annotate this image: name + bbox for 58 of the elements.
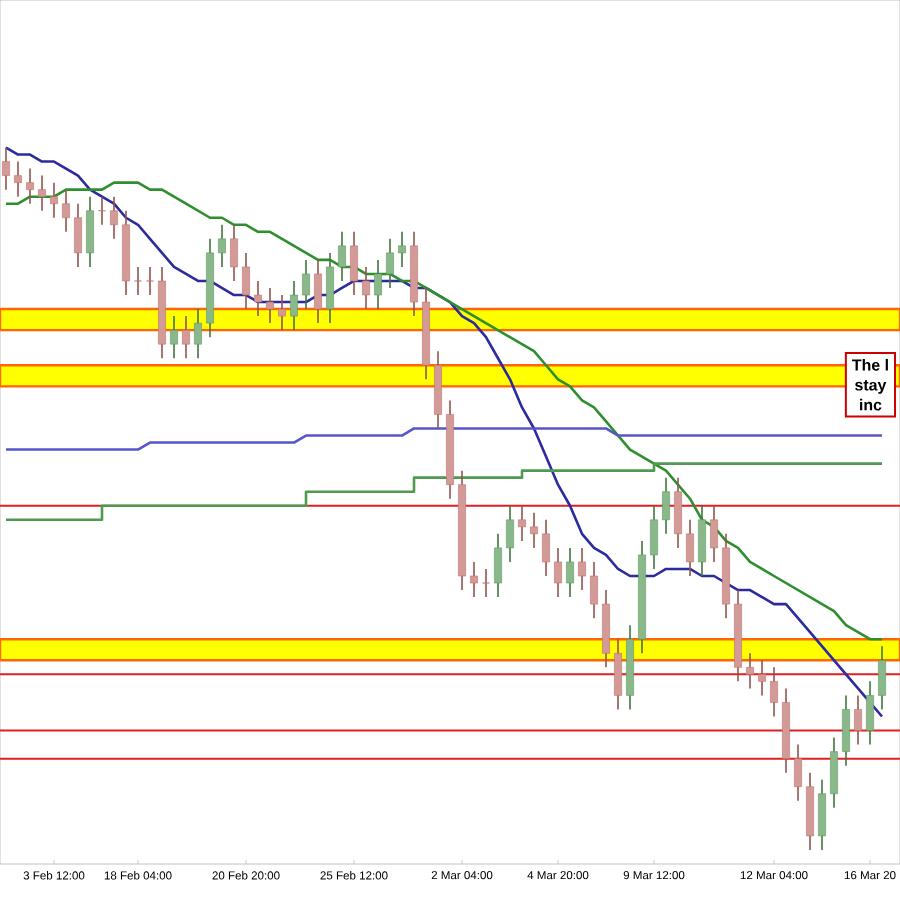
candlestick — [590, 561, 598, 619]
candlestick — [554, 547, 562, 598]
candlestick — [278, 294, 286, 331]
candlestick — [686, 519, 694, 577]
candlestick — [398, 231, 406, 268]
candlestick — [506, 504, 514, 563]
candlestick — [326, 252, 334, 324]
candlestick — [2, 146, 10, 191]
candlestick — [878, 645, 886, 711]
candlestick — [578, 547, 586, 591]
candlestick — [710, 504, 718, 563]
candlestick — [794, 743, 802, 802]
candlestick — [614, 638, 622, 711]
candlestick — [38, 174, 46, 212]
candlestick — [830, 736, 838, 809]
candlestick — [134, 266, 142, 296]
candlestick — [350, 231, 358, 296]
candlestick — [26, 167, 34, 205]
candlestick — [518, 504, 526, 542]
candlestick — [854, 694, 862, 746]
candlestick — [290, 280, 298, 331]
candlestick — [14, 160, 22, 198]
candlestick — [362, 266, 370, 310]
candlestick — [386, 238, 394, 289]
candlestick — [494, 533, 502, 598]
candlestick — [482, 568, 490, 598]
candlestick — [254, 280, 262, 317]
candlestick — [662, 476, 670, 535]
candlestick — [818, 778, 826, 851]
candlestick — [86, 195, 94, 268]
candlestick — [50, 181, 58, 219]
candlestick — [230, 223, 238, 282]
candlestick — [542, 519, 550, 577]
candlestick — [698, 504, 706, 577]
candlestick — [266, 287, 274, 324]
candlestick — [746, 652, 754, 690]
candlestick — [866, 680, 874, 746]
candlestick — [566, 547, 574, 598]
candlestick — [530, 511, 538, 549]
candlestick — [314, 259, 322, 324]
candlestick — [770, 666, 778, 718]
candlestick — [758, 659, 766, 697]
candlestick — [170, 315, 178, 360]
candlestick — [218, 223, 226, 268]
candlestick — [374, 259, 382, 310]
candlestick — [302, 259, 310, 310]
candlestick — [62, 188, 70, 233]
candlestick — [110, 195, 118, 240]
candlestick — [338, 231, 346, 282]
candlestick — [242, 252, 250, 310]
candlestick — [146, 266, 154, 296]
candlestick — [74, 202, 82, 268]
candlestick — [674, 476, 682, 549]
candlestick — [842, 694, 850, 767]
candlestick — [182, 315, 190, 360]
candlestick — [194, 308, 202, 360]
candlestick — [650, 504, 658, 570]
candlestick — [470, 561, 478, 598]
